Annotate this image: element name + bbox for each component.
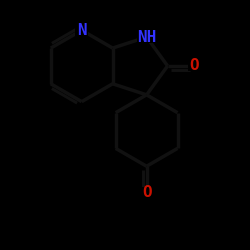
FancyBboxPatch shape bbox=[140, 187, 153, 198]
FancyBboxPatch shape bbox=[137, 32, 156, 42]
Text: O: O bbox=[189, 58, 198, 74]
Text: O: O bbox=[142, 185, 152, 200]
FancyBboxPatch shape bbox=[188, 60, 200, 72]
Text: NH: NH bbox=[137, 30, 156, 44]
FancyBboxPatch shape bbox=[75, 25, 88, 36]
Text: N: N bbox=[77, 23, 86, 38]
